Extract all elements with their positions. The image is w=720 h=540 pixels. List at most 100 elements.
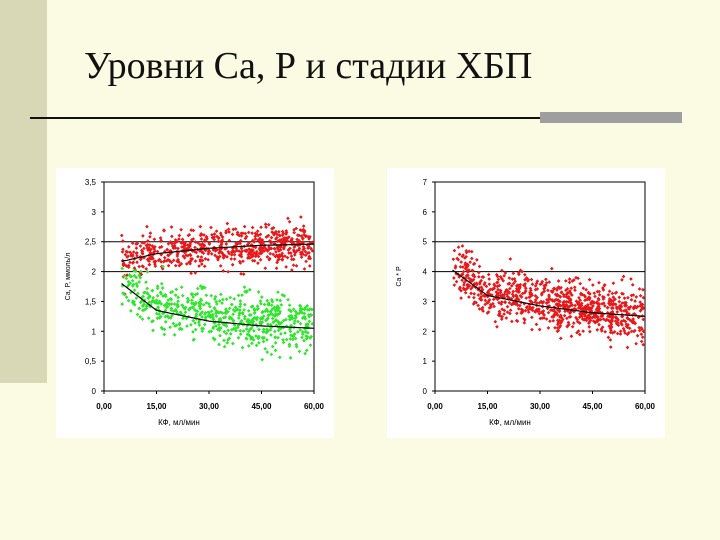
data-point — [309, 246, 313, 251]
data-point — [155, 249, 160, 254]
data-point — [483, 298, 488, 303]
data-point — [263, 346, 268, 351]
data-point — [482, 282, 487, 287]
data-point — [204, 293, 209, 298]
data-point — [554, 302, 559, 306]
data-point — [149, 247, 153, 252]
data-point — [288, 329, 293, 334]
data-point — [465, 283, 470, 288]
data-point — [135, 260, 139, 265]
data-point — [292, 230, 296, 235]
data-point — [193, 259, 198, 263]
data-point — [152, 237, 157, 242]
data-point — [200, 250, 204, 254]
chart-ca-p-y-tick-label: 1,5 — [85, 297, 97, 306]
data-point — [616, 318, 620, 322]
data-point — [507, 276, 512, 280]
chart-ca-p-y-tick-label: 1 — [92, 327, 97, 336]
data-point — [610, 318, 614, 322]
data-point — [516, 297, 521, 302]
data-point — [200, 315, 204, 319]
data-point — [281, 337, 285, 342]
data-point — [176, 257, 180, 262]
data-point — [270, 316, 275, 321]
data-point — [230, 250, 235, 255]
data-point — [544, 301, 549, 305]
chart-ca-p-x-tick-label: 30,00 — [199, 402, 220, 411]
data-point — [588, 292, 592, 296]
data-point — [306, 331, 310, 335]
data-point — [252, 328, 256, 333]
data-point — [570, 324, 575, 329]
data-point — [559, 319, 564, 324]
data-point — [608, 345, 613, 349]
data-point — [452, 248, 457, 253]
data-point — [231, 341, 235, 346]
data-point — [557, 286, 562, 291]
data-point — [186, 233, 191, 238]
data-point — [279, 326, 283, 331]
data-point — [271, 320, 276, 325]
data-point — [613, 297, 617, 302]
data-point — [633, 299, 637, 303]
data-point — [274, 308, 279, 312]
data-point — [307, 307, 312, 312]
data-point — [200, 329, 205, 334]
data-point — [564, 303, 569, 308]
data-point — [142, 308, 147, 312]
data-point — [605, 305, 610, 310]
data-point — [610, 291, 615, 296]
data-point — [149, 256, 154, 261]
data-point — [164, 294, 168, 299]
data-point — [215, 302, 219, 306]
data-point — [238, 253, 243, 258]
data-point — [225, 221, 230, 226]
data-point — [618, 329, 623, 334]
data-point — [221, 269, 226, 273]
data-point — [272, 306, 277, 310]
data-point — [158, 236, 163, 240]
data-point — [578, 281, 583, 286]
data-point — [197, 264, 201, 268]
data-point — [130, 278, 135, 283]
data-point — [185, 324, 189, 328]
data-point — [193, 271, 198, 275]
data-point — [214, 314, 219, 318]
data-point — [228, 332, 233, 336]
data-point — [159, 281, 164, 286]
data-point — [238, 299, 243, 303]
data-point — [505, 304, 510, 309]
data-point — [297, 238, 301, 243]
data-point — [214, 248, 219, 252]
chart-ca-x-p-svg: 0 1 2 3 4 5 6 7 0,00 15,00 30,00 45,00 60,00 КФ, мл/м… — [396, 178, 656, 427]
data-point — [590, 315, 595, 320]
data-point — [508, 286, 512, 291]
data-point — [288, 356, 293, 360]
data-point — [535, 295, 540, 300]
data-point — [218, 333, 222, 338]
data-point — [294, 315, 298, 320]
chart-ca-p-plot-area — [103, 181, 315, 392]
data-point — [269, 297, 274, 302]
chart-ca-x-p-x-tick-label: 45,00 — [582, 402, 603, 411]
data-point — [287, 314, 291, 319]
data-point — [193, 308, 198, 313]
data-point — [219, 240, 224, 244]
data-point — [217, 299, 222, 303]
data-point — [218, 316, 223, 321]
data-point — [177, 237, 181, 241]
data-point — [203, 257, 208, 261]
data-point — [208, 304, 212, 309]
data-point — [259, 301, 263, 306]
data-point — [467, 249, 471, 254]
data-point — [499, 317, 504, 322]
chart-ca-p-x-tick-label: 45,00 — [251, 402, 272, 411]
data-point — [139, 299, 144, 304]
data-point — [627, 326, 632, 331]
data-point — [530, 315, 534, 320]
data-point — [265, 309, 270, 314]
data-point — [273, 348, 278, 353]
data-point — [135, 241, 140, 246]
data-point — [244, 337, 249, 341]
data-point — [220, 301, 224, 305]
